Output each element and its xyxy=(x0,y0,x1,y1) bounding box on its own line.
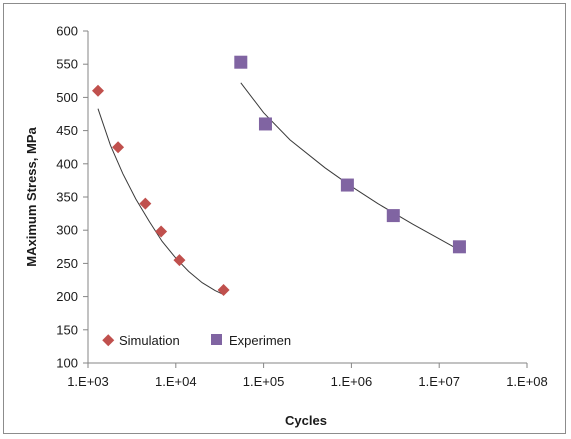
x-tick-label: 1.E+08 xyxy=(506,374,548,389)
axes xyxy=(83,30,528,368)
experiment-point xyxy=(386,209,400,223)
simulation-point xyxy=(139,197,152,210)
chart-frame xyxy=(3,3,566,434)
experiment-point xyxy=(340,178,354,192)
experiment-point xyxy=(258,117,272,131)
y-tick-label: 100 xyxy=(56,356,78,371)
simulation-point xyxy=(217,283,230,296)
legend-marker-simulation xyxy=(102,334,115,347)
data-points xyxy=(92,55,466,296)
simulation-point xyxy=(173,254,186,267)
experiment-point xyxy=(452,240,466,254)
legend-marker-experiment xyxy=(211,334,222,345)
tick-labels: 100 150 200 250 300 350 400 450 500 550 600 1.E+03 1… xyxy=(56,24,547,390)
simulation-point xyxy=(112,141,125,154)
simulation-point xyxy=(92,84,105,97)
y-tick-label: 300 xyxy=(56,223,78,238)
simulation-point xyxy=(155,225,168,238)
y-tick-label: 200 xyxy=(56,289,78,304)
experiment-point xyxy=(234,55,248,69)
x-tick-label: 1.E+05 xyxy=(243,374,285,389)
y-tick-label: 450 xyxy=(56,123,78,138)
y-tick-label: 550 xyxy=(56,57,78,72)
x-axis-title: Cycles xyxy=(285,413,327,428)
trendline-simulation xyxy=(97,108,224,296)
legend-label-simulation: Simulation xyxy=(119,333,180,348)
legend: Simulation Experimen xyxy=(102,333,291,348)
y-tick-label: 150 xyxy=(56,322,78,337)
y-tick-label: 500 xyxy=(56,90,78,105)
trendline-experiment xyxy=(240,82,460,251)
x-tick-label: 1.E+07 xyxy=(418,374,460,389)
y-tick-label: 400 xyxy=(56,156,78,171)
x-tick-label: 1.E+04 xyxy=(155,374,197,389)
legend-label-experiment: Experimen xyxy=(229,333,291,348)
y-tick-label: 600 xyxy=(56,24,78,39)
y-tick-label: 350 xyxy=(56,190,78,205)
y-tick-label: 250 xyxy=(56,256,78,271)
y-axis-title: MAximum Stress, MPa xyxy=(24,127,39,267)
x-tick-label: 1.E+03 xyxy=(67,374,109,389)
trendlines xyxy=(97,82,460,296)
x-tick-label: 1.E+06 xyxy=(331,374,373,389)
